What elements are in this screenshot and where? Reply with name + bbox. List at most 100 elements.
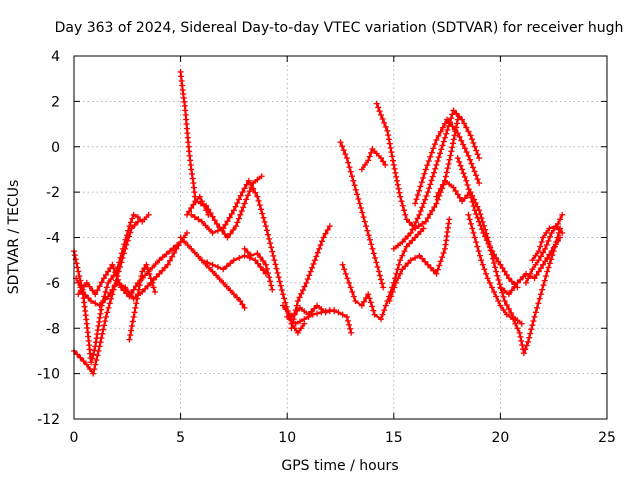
y-tick-label: -6 xyxy=(46,276,60,292)
plus-marker xyxy=(308,308,315,315)
data-point xyxy=(478,257,485,264)
data-point xyxy=(262,261,269,268)
plus-marker xyxy=(133,300,140,307)
plus-marker xyxy=(256,202,263,209)
plus-marker xyxy=(131,222,138,229)
plus-marker xyxy=(508,309,515,316)
data-point xyxy=(348,329,355,336)
plus-marker xyxy=(402,211,409,218)
data-point xyxy=(288,325,295,332)
plus-marker xyxy=(414,215,421,222)
plus-marker xyxy=(107,290,114,297)
plus-marker xyxy=(430,145,437,152)
plus-marker xyxy=(495,258,502,265)
data-point xyxy=(164,261,171,268)
plus-marker xyxy=(257,254,264,261)
plus-marker xyxy=(376,272,383,279)
data-point xyxy=(424,261,431,268)
data-point xyxy=(407,229,414,236)
plus-marker xyxy=(469,225,476,232)
plus-marker xyxy=(551,243,558,250)
data-point xyxy=(139,268,146,275)
plus-marker xyxy=(413,196,420,203)
data-point xyxy=(516,329,523,336)
data-point xyxy=(322,309,329,316)
plus-marker xyxy=(261,218,268,225)
plus-marker xyxy=(391,284,398,291)
plus-marker xyxy=(276,278,283,285)
plus-marker xyxy=(142,272,149,279)
data-point xyxy=(92,291,99,298)
data-point xyxy=(535,257,542,264)
plus-marker xyxy=(73,260,80,267)
plus-marker xyxy=(188,205,195,212)
plus-marker xyxy=(128,290,135,297)
plus-marker xyxy=(488,284,495,291)
data-point xyxy=(420,225,427,232)
plus-marker xyxy=(129,318,136,325)
data-point xyxy=(311,257,318,264)
plus-marker xyxy=(307,268,314,275)
data-point xyxy=(139,288,146,295)
data-point xyxy=(269,286,276,293)
plus-marker xyxy=(530,318,537,325)
data-point xyxy=(365,291,372,298)
plus-marker xyxy=(440,138,447,145)
plus-marker xyxy=(121,241,128,248)
data-point xyxy=(497,302,504,309)
plus-marker xyxy=(159,254,166,261)
data-point xyxy=(271,257,278,264)
series-s28 xyxy=(529,223,566,264)
plus-marker xyxy=(392,169,399,176)
data-point xyxy=(75,268,82,275)
x-axis-label: GPS time / hours xyxy=(281,458,398,474)
plus-marker xyxy=(468,160,475,167)
plus-marker xyxy=(248,184,255,191)
plus-marker xyxy=(461,145,468,152)
plus-marker xyxy=(493,293,500,300)
plus-marker xyxy=(385,132,392,139)
y-tick-label: 2 xyxy=(51,94,60,110)
plus-marker xyxy=(477,222,484,229)
plus-marker xyxy=(370,250,377,257)
plus-marker xyxy=(514,325,521,332)
plus-marker xyxy=(197,200,204,207)
plus-marker xyxy=(141,265,148,272)
data-point xyxy=(397,193,404,200)
plus-marker xyxy=(485,240,492,247)
data-point xyxy=(134,214,141,221)
plus-marker xyxy=(427,153,434,160)
plus-marker xyxy=(102,318,109,325)
plus-marker xyxy=(115,276,122,283)
plus-marker xyxy=(355,195,362,202)
series-s21 xyxy=(412,116,483,207)
series-s17 xyxy=(358,146,389,173)
data-point xyxy=(230,207,237,214)
data-point xyxy=(196,193,203,200)
plus-marker xyxy=(266,274,273,281)
plus-marker xyxy=(424,162,431,169)
data-point xyxy=(192,198,199,205)
plus-marker xyxy=(301,308,308,315)
plus-marker xyxy=(314,310,321,317)
plus-marker xyxy=(446,119,453,126)
data-point xyxy=(493,268,500,275)
plus-marker xyxy=(365,232,372,239)
plus-marker xyxy=(186,208,193,215)
plus-marker xyxy=(468,136,475,143)
data-point xyxy=(450,184,457,191)
plus-marker xyxy=(275,274,282,281)
plus-marker xyxy=(556,226,563,233)
plus-marker xyxy=(373,259,380,266)
plus-marker xyxy=(388,149,395,156)
plus-marker xyxy=(357,205,364,212)
plus-marker xyxy=(226,214,233,221)
plus-marker xyxy=(446,156,453,163)
data-point xyxy=(350,177,357,184)
plus-marker xyxy=(431,141,438,148)
plus-marker xyxy=(512,320,519,327)
plus-marker xyxy=(265,270,272,277)
plus-marker xyxy=(553,239,560,246)
data-point xyxy=(450,107,457,114)
plus-marker xyxy=(224,218,231,225)
